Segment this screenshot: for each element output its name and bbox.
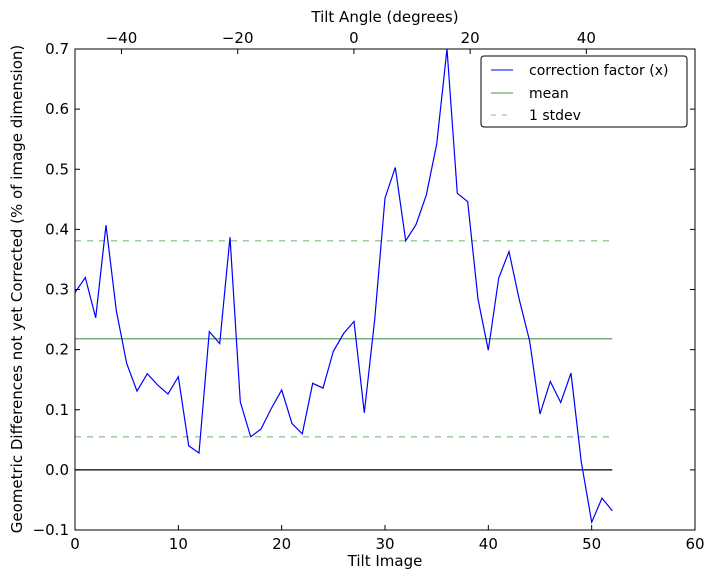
- x2-tick-label: −40: [106, 29, 138, 47]
- y-tick-label: 0.4: [45, 220, 69, 238]
- x2-axis-label: Tilt Angle (degrees): [310, 8, 458, 26]
- y-axis-label: Geometric Differences not yet Corrected …: [8, 45, 26, 534]
- legend-label-stdev: 1 stdev: [529, 108, 581, 124]
- x-tick-label: 50: [582, 535, 601, 553]
- x-axis-label: Tilt Image: [347, 552, 423, 570]
- y-tick-label: 0.0: [45, 461, 69, 479]
- legend-label-mean: mean: [529, 86, 569, 102]
- series-layer: [74, 48, 613, 525]
- x2-tick-label: −20: [222, 29, 254, 47]
- series-correction-factor-x-: [74, 48, 613, 525]
- y-tick-label: 0.1: [45, 401, 69, 419]
- x2-tick-label: 40: [577, 29, 596, 47]
- x-tick-label: 20: [272, 535, 291, 553]
- x2-tick-label: 20: [461, 29, 480, 47]
- y-tick-label: 0.5: [45, 160, 69, 178]
- x-tick-label: 60: [685, 535, 704, 553]
- x-tick-label: 40: [479, 535, 498, 553]
- y-tick-label: −0.1: [33, 521, 69, 539]
- x-tick-label: 10: [169, 535, 188, 553]
- y-tick-label: 0.2: [45, 341, 69, 359]
- x2-tick-label: 0: [349, 29, 359, 47]
- y-tick-label: 0.7: [45, 40, 69, 58]
- ticks-layer: 0 10 20 30 40 50 60 −0.1 0.0 0.1 0.2 0.3 0.4 0.5 0.6 0.…: [33, 29, 705, 553]
- legend-box: [480, 55, 688, 128]
- x-tick-label: 30: [375, 535, 394, 553]
- y-tick-label: 0.3: [45, 281, 69, 299]
- legend: correction factor (x) mean 1 stdev: [480, 55, 688, 128]
- x-tick-label: 0: [70, 535, 80, 553]
- legend-label-correction: correction factor (x): [529, 63, 668, 79]
- y-tick-label: 0.6: [45, 100, 69, 118]
